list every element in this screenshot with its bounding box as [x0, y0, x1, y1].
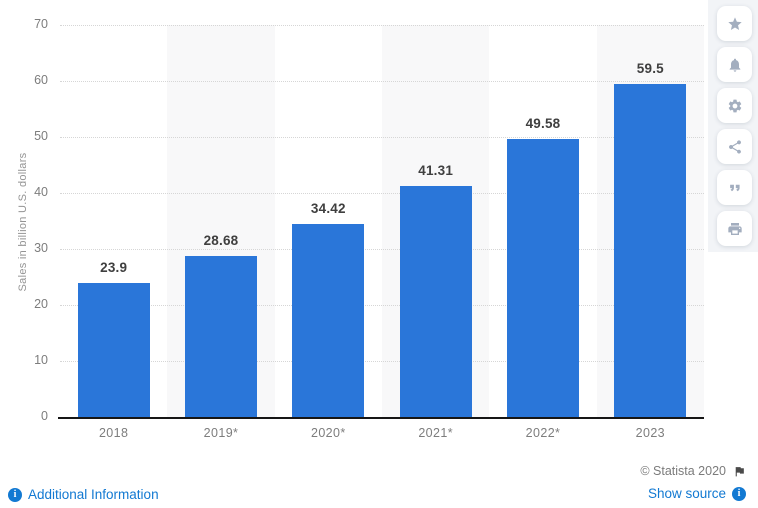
- gear-icon: [727, 98, 743, 114]
- x-axis-label-2021: 2021*: [418, 426, 453, 440]
- y-tick-label: 20: [34, 297, 48, 311]
- gridline-y50: [60, 137, 704, 138]
- y-tick-label: 10: [34, 353, 48, 367]
- cite-button[interactable]: [717, 170, 752, 205]
- show-source-link[interactable]: Show source i: [640, 486, 746, 501]
- additional-information-label: Additional Information: [28, 487, 159, 502]
- value-label-2021: 41.31: [418, 162, 454, 178]
- bar-2022[interactable]: [507, 139, 579, 417]
- x-axis-label-2018: 2018: [98, 426, 129, 440]
- share-button[interactable]: [717, 129, 752, 164]
- info-icon: i: [8, 487, 22, 502]
- share-icon: [727, 139, 743, 155]
- bar-2023[interactable]: [614, 83, 687, 417]
- y-tick-label: 40: [34, 185, 48, 199]
- gridline-y20: [60, 305, 704, 306]
- copyright-label: © Statista 2020: [640, 464, 726, 478]
- x-axis-label-2020: 2020*: [310, 426, 346, 440]
- gridline-y70: [60, 25, 704, 26]
- x-axis-label-2023: 2023: [635, 426, 666, 440]
- y-tick-label: 30: [34, 241, 48, 255]
- bar-2018[interactable]: [77, 283, 150, 417]
- x-axis-label-2022: 2022*: [525, 426, 561, 440]
- value-label-2023: 59.5: [636, 60, 664, 76]
- bell-icon: [727, 57, 743, 73]
- show-source-label: Show source: [647, 486, 726, 501]
- notifications-button[interactable]: [717, 47, 752, 82]
- bar-2019[interactable]: [185, 256, 257, 417]
- gridline-y30: [60, 249, 704, 250]
- x-axis-label-2019: 2019*: [203, 426, 239, 440]
- copyright: © Statista 2020: [640, 464, 746, 478]
- y-tick-label: 60: [34, 73, 48, 87]
- bar-2020[interactable]: [292, 224, 365, 417]
- favorite-button[interactable]: [717, 6, 752, 41]
- y-tick-label: 50: [34, 129, 48, 143]
- y-tick-label: 0: [41, 409, 48, 423]
- star-icon: [727, 16, 743, 32]
- gridline-y10: [60, 361, 704, 362]
- value-label-2020: 34.42: [310, 201, 346, 217]
- y-axis-title: Sales in billion U.S. dollars: [17, 152, 29, 292]
- print-icon: [727, 221, 743, 237]
- y-tick-label: 70: [34, 17, 48, 31]
- value-label-2022: 49.58: [525, 116, 561, 132]
- attribution-block: © Statista 2020 Show source i: [640, 464, 746, 501]
- flag-icon[interactable]: [733, 465, 746, 478]
- toolbar-sidebar: [708, 0, 758, 252]
- value-label-2019: 28.68: [203, 233, 239, 249]
- quote-icon: [727, 180, 743, 196]
- gridline-y40: [60, 193, 704, 194]
- print-button[interactable]: [717, 211, 752, 246]
- x-axis-line: [58, 417, 704, 419]
- bar-2021[interactable]: [399, 185, 472, 417]
- info-icon: i: [732, 486, 746, 501]
- settings-button[interactable]: [717, 88, 752, 123]
- value-label-2018: 23.9: [100, 260, 128, 276]
- additional-information-link[interactable]: i Additional Information: [8, 487, 159, 502]
- gridline-y60: [60, 81, 704, 82]
